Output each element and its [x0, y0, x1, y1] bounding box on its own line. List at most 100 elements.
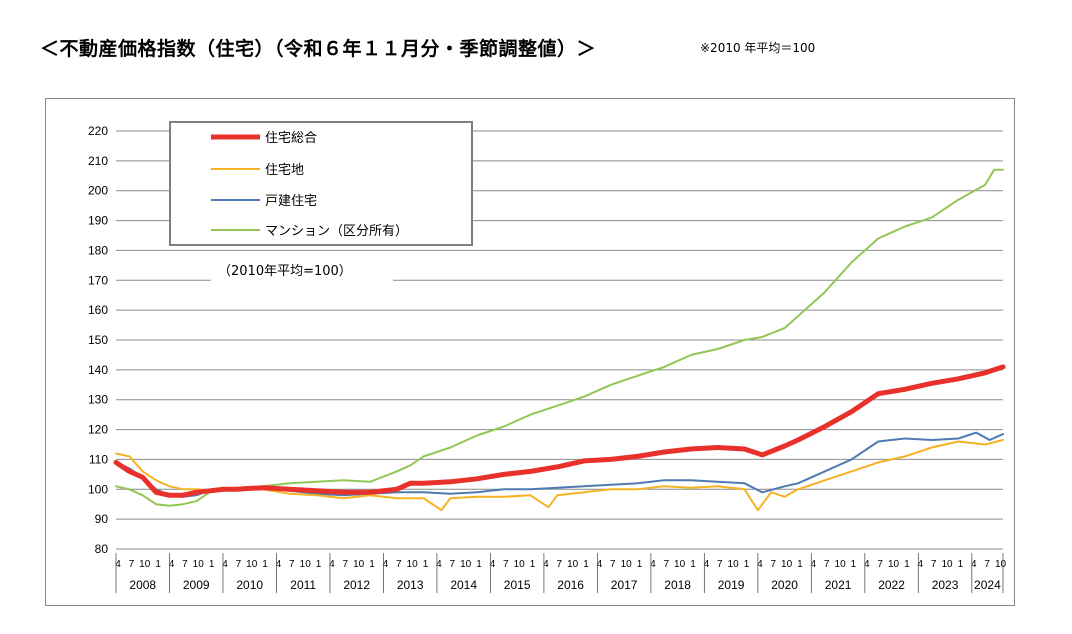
x-month-tick-label: 1 [423, 559, 429, 570]
x-month-tick-label: 1 [797, 559, 803, 570]
x-month-tick-label: 10 [460, 559, 472, 570]
x-month-tick-label: 1 [851, 559, 857, 570]
y-tick-label: 130 [88, 393, 108, 407]
price-index-chart: 8090100110120130140150160170180190200210… [88, 121, 1007, 593]
legend-label-condo: マンション（区分所有） [265, 224, 408, 239]
y-tick-label: 180 [88, 243, 108, 257]
x-year-label: 2023 [932, 578, 959, 592]
x-month-tick-label: 1 [209, 559, 215, 570]
x-month-tick-label: 10 [888, 559, 900, 570]
legend-label-house: 戸建住宅 [265, 194, 317, 209]
x-month-tick-label: 10 [353, 559, 365, 570]
x-year-label: 2011 [290, 578, 316, 592]
x-month-tick-label: 4 [918, 559, 924, 570]
y-tick-label: 200 [88, 184, 108, 198]
x-month-tick-label: 1 [476, 559, 482, 570]
x-month-tick-label: 10 [835, 559, 847, 570]
x-year-label: 2024 [974, 578, 1001, 592]
x-year-label: 2009 [183, 578, 210, 592]
x-month-tick-label: 10 [567, 559, 579, 570]
axis-layer: 8090100110120130140150160170180190200210… [88, 124, 1007, 593]
legend-label-total: 住宅総合 [265, 131, 317, 146]
x-month-tick-label: 4 [543, 559, 549, 570]
x-month-tick-label: 4 [169, 559, 175, 570]
x-year-label: 2008 [129, 578, 156, 592]
x-month-tick-label: 1 [316, 559, 322, 570]
legend-label-land: 住宅地 [265, 163, 304, 178]
x-month-tick-label: 4 [115, 559, 121, 570]
x-month-tick-label: 7 [236, 559, 242, 570]
x-month-tick-label: 7 [289, 559, 295, 570]
x-month-tick-label: 7 [396, 559, 402, 570]
x-month-tick-label: 7 [343, 559, 349, 570]
x-month-tick-label: 10 [407, 559, 419, 570]
x-month-tick-label: 10 [621, 559, 633, 570]
x-month-tick-label: 1 [690, 559, 696, 570]
x-month-tick-label: 1 [958, 559, 964, 570]
series-line-land [115, 439, 1004, 512]
x-month-tick-label: 4 [597, 559, 603, 570]
x-month-tick-label: 4 [811, 559, 817, 570]
x-month-tick-label: 1 [583, 559, 589, 570]
y-tick-label: 80 [95, 542, 109, 556]
x-month-tick-label: 1 [904, 559, 910, 570]
x-month-tick-label: 7 [450, 559, 456, 570]
x-month-tick-label: 10 [139, 559, 151, 570]
x-month-tick-label: 4 [222, 559, 228, 570]
y-tick-label: 140 [88, 363, 108, 377]
x-month-tick-label: 7 [610, 559, 616, 570]
chart-frame: 80 90 100 110 120 130 140 150 160 170 180 190 200 210… [45, 98, 1015, 606]
y-tick-label: 150 [88, 333, 108, 347]
x-year-label: 2014 [450, 578, 477, 592]
y-tick-label: 90 [95, 512, 109, 526]
page-title: ＜不動産価格指数（住宅）（令和６年１１月分・季節調整値）＞ [40, 38, 597, 60]
x-month-tick-label: 7 [824, 559, 830, 570]
x-year-label: 2012 [343, 578, 370, 592]
x-year-label: 2022 [878, 578, 905, 592]
y-tick-label: 190 [88, 214, 108, 228]
y-tick-label: 170 [88, 273, 108, 287]
x-year-label: 2017 [611, 578, 638, 592]
annotation-background [211, 257, 393, 283]
x-year-label: 2018 [664, 578, 691, 592]
x-month-tick-label: 10 [781, 559, 793, 570]
x-year-label: 2013 [397, 578, 424, 592]
x-month-tick-label: 7 [663, 559, 669, 570]
x-month-tick-label: 4 [971, 559, 977, 570]
x-month-tick-label: 1 [369, 559, 375, 570]
series-layer [113, 168, 1006, 512]
x-month-tick-label: 1 [530, 559, 536, 570]
x-year-label: 2020 [771, 578, 798, 592]
x-month-tick-label: 1 [637, 559, 643, 570]
legend-box [169, 121, 473, 246]
x-year-label: 2010 [236, 578, 263, 592]
chart-legend: 住宅総合 住宅地 戸建住宅 マンション（区分所有） [169, 121, 473, 246]
series-line-condo [115, 168, 1004, 507]
x-month-tick-label: 10 [246, 559, 258, 570]
series-line-total [113, 364, 1006, 498]
x-year-label: 2016 [557, 578, 584, 592]
y-tick-label: 100 [88, 482, 108, 496]
x-month-tick-label: 10 [674, 559, 686, 570]
x-month-tick-label: 7 [877, 559, 883, 570]
x-month-tick-label: 4 [864, 559, 870, 570]
x-month-tick-label: 4 [329, 559, 335, 570]
x-month-tick-label: 7 [129, 559, 135, 570]
base-year-note: ※2010 年平均＝100 [700, 41, 816, 55]
y-tick-label: 110 [89, 452, 108, 466]
x-month-tick-label: 10 [995, 559, 1007, 570]
x-year-label: 2021 [825, 578, 852, 592]
x-month-tick-label: 7 [717, 559, 723, 570]
x-month-tick-label: 7 [931, 559, 937, 570]
y-tick-label: 210 [88, 154, 108, 168]
x-month-tick-label: 4 [276, 559, 282, 570]
x-month-tick-label: 7 [984, 559, 990, 570]
x-year-label: 2019 [718, 578, 745, 592]
y-tick-label: 160 [88, 303, 108, 317]
x-year-label: 2015 [504, 578, 531, 592]
x-month-tick-label: 1 [262, 559, 268, 570]
x-month-tick-label: 7 [556, 559, 562, 570]
x-month-tick-label: 10 [300, 559, 312, 570]
x-month-tick-label: 7 [503, 559, 509, 570]
x-month-tick-label: 10 [728, 559, 740, 570]
